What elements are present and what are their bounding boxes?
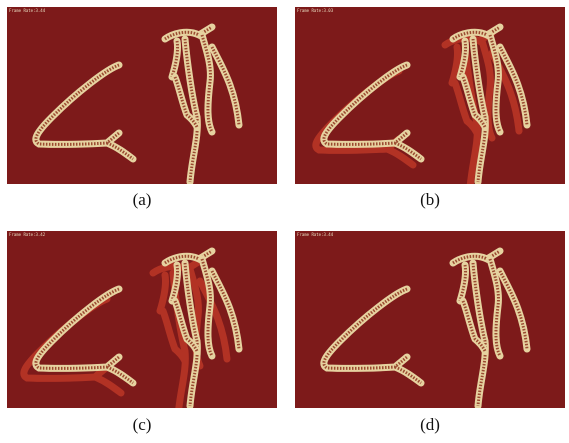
render-panel: Frame Rate:3.03 [295, 7, 565, 184]
caption: (c) [112, 415, 172, 435]
frame-rate: Frame Rate:3.42 [9, 232, 46, 237]
frame-rate: Frame Rate:3.44 [9, 8, 46, 13]
frame-rate: Frame Rate:3.44 [297, 232, 334, 237]
frame-rate: Frame Rate:3.03 [297, 8, 334, 13]
render-panel: Frame Rate:3.42 [7, 231, 277, 408]
figure: Frame Rate:3.44 (a) Frame Rate:3.03 (b) Fram… [0, 0, 569, 443]
caption: (b) [400, 190, 460, 210]
caption: (a) [112, 190, 172, 210]
render-panel: Frame Rate:3.44 [295, 231, 565, 408]
caption: (d) [400, 415, 460, 435]
render-panel: Frame Rate:3.44 [7, 7, 277, 184]
